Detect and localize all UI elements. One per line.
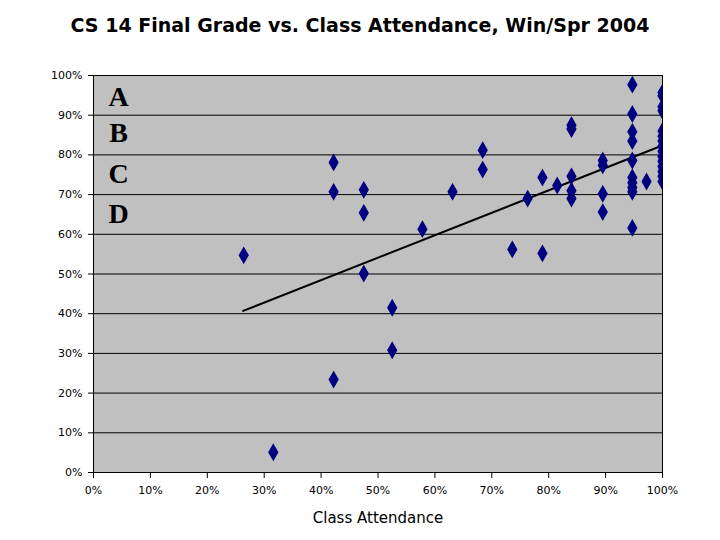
- svg-text:20%: 20%: [195, 484, 219, 497]
- svg-text:70%: 70%: [58, 188, 82, 201]
- svg-text:70%: 70%: [480, 484, 504, 497]
- svg-text:30%: 30%: [252, 484, 276, 497]
- svg-text:80%: 80%: [58, 148, 82, 161]
- svg-text:60%: 60%: [423, 484, 447, 497]
- svg-text:0%: 0%: [85, 484, 102, 497]
- svg-text:50%: 50%: [58, 268, 82, 281]
- svg-text:50%: 50%: [366, 484, 390, 497]
- svg-text:A: A: [108, 81, 129, 112]
- svg-text:100%: 100%: [647, 484, 678, 497]
- svg-text:20%: 20%: [58, 387, 82, 400]
- svg-text:90%: 90%: [58, 109, 82, 122]
- svg-text:30%: 30%: [58, 347, 82, 360]
- svg-text:C: C: [108, 158, 128, 189]
- svg-text:10%: 10%: [138, 484, 162, 497]
- svg-text:80%: 80%: [536, 484, 560, 497]
- svg-text:Class Attendance: Class Attendance: [313, 509, 443, 527]
- svg-text:90%: 90%: [593, 484, 617, 497]
- svg-text:100%: 100%: [51, 69, 82, 82]
- svg-text:40%: 40%: [58, 307, 82, 320]
- svg-text:B: B: [109, 117, 128, 148]
- svg-text:60%: 60%: [58, 228, 82, 241]
- svg-text:40%: 40%: [309, 484, 333, 497]
- svg-text:10%: 10%: [58, 426, 82, 439]
- html-text:CS 14 Final Grade vs. Class At: CS 14 Final Grade vs. Class Attendance, …: [70, 14, 650, 36]
- svg-text:0%: 0%: [65, 466, 82, 479]
- svg-text:D: D: [108, 198, 128, 229]
